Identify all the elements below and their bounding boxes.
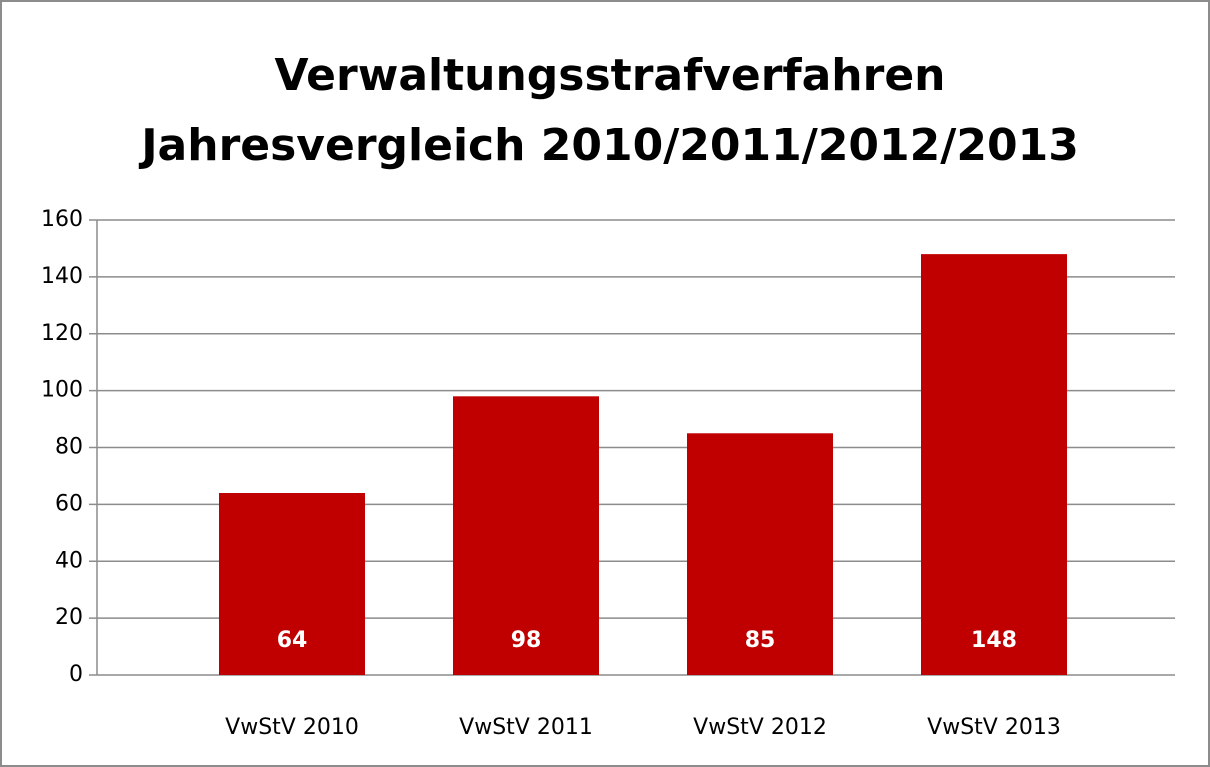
bar xyxy=(219,493,365,675)
bar xyxy=(921,254,1067,675)
value-label: 64 xyxy=(277,628,308,653)
bar xyxy=(687,433,833,675)
value-label: 85 xyxy=(745,628,776,653)
x-tick-label: VwStV 2013 xyxy=(927,715,1061,740)
y-tick-label: 160 xyxy=(41,207,83,232)
value-label: 98 xyxy=(511,628,542,653)
x-tick-label: VwStV 2011 xyxy=(459,715,593,740)
y-tick-label: 100 xyxy=(41,378,83,403)
bar xyxy=(453,396,599,675)
value-label: 148 xyxy=(971,628,1017,653)
y-tick-label: 20 xyxy=(55,605,83,630)
y-tick-label: 120 xyxy=(41,321,83,346)
x-tick-label: VwStV 2012 xyxy=(693,715,827,740)
y-tick-label: 140 xyxy=(41,264,83,289)
y-tick-label: 40 xyxy=(55,548,83,573)
y-tick-label: 80 xyxy=(55,435,83,460)
y-tick-label: 60 xyxy=(55,491,83,516)
x-tick-label: VwStV 2010 xyxy=(225,715,359,740)
y-tick-label: 0 xyxy=(69,662,83,687)
chart-title: Verwaltungsstrafverfahren xyxy=(275,50,946,101)
chart-title: Jahresvergleich 2010/2011/2012/2013 xyxy=(138,120,1079,171)
